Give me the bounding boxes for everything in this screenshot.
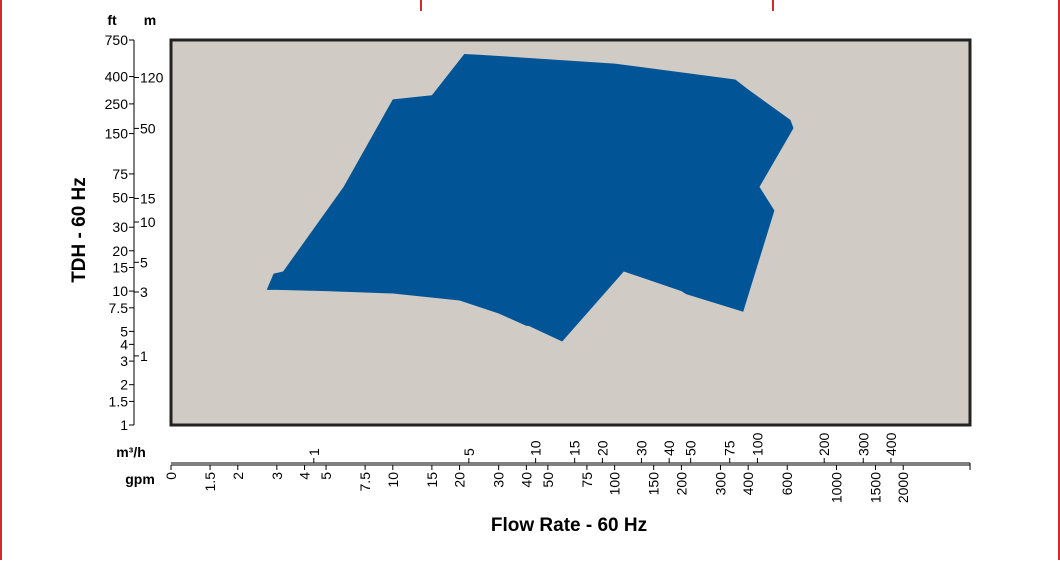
y-ft-tick-label: 15 [112, 260, 128, 276]
y-ft-tick-label: 10 [112, 283, 128, 299]
y-ft-tick-label: 7.5 [109, 300, 129, 316]
y-m-tick-label: 1 [140, 348, 148, 364]
x-gpm-tick-label: 400 [740, 472, 756, 496]
y-ft-tick-label: 2 [120, 377, 128, 393]
x-m3h-tick-label: 5 [461, 448, 477, 456]
y-ft-tick-label: 750 [105, 32, 129, 48]
y-ft-tick-label: 20 [112, 243, 128, 259]
y-m-tick-label: 15 [140, 190, 156, 206]
y-ft-tick-label: 30 [112, 219, 128, 235]
x-m3h-tick-label: 75 [722, 440, 738, 456]
x-m3h-tick-label: 1 [306, 448, 322, 456]
x-gpm-tick-label: 1500 [868, 472, 884, 503]
y-m-tick-label: 120 [140, 69, 164, 85]
x-gpm-tick-label: 200 [673, 472, 689, 496]
y-ft-tick-label: 3 [120, 353, 128, 369]
x-gpm-tick-label: 30 [491, 472, 507, 488]
y-m-tick-label: 10 [140, 214, 156, 230]
x-gpm-tick-label: 4 [297, 472, 313, 480]
y-unit-ft: ft [107, 12, 117, 28]
x-gpm-tick-label: 75 [579, 472, 595, 488]
x-gpm-tick-label: 7.5 [357, 472, 373, 492]
x-gpm-tick-label: 0 [163, 472, 179, 480]
x-gpm-tick-label: 40 [518, 472, 534, 488]
x-m3h-tick-label: 100 [749, 432, 765, 456]
y-ft-tick-label: 1 [120, 417, 128, 433]
y-ft-tick-label: 250 [105, 96, 129, 112]
x-gpm-tick-label: 1000 [828, 472, 844, 503]
x-gpm-tick-label: 100 [607, 472, 623, 496]
x-gpm-tick-label: 300 [712, 472, 728, 496]
y-ft-tick-label: 400 [105, 69, 129, 85]
x-m3h-tick-label: 40 [661, 440, 677, 456]
x-gpm-tick-label: 50 [540, 472, 556, 488]
y-ft-tick-label: 1.5 [109, 393, 129, 409]
x-gpm-tick-label: 600 [779, 472, 795, 496]
x-gpm-tick-label: 20 [452, 472, 468, 488]
x-m3h-tick-label: 300 [855, 432, 871, 456]
x-gpm-tick-label: 5 [318, 472, 334, 480]
x-m3h-tick-label: 50 [683, 440, 699, 456]
y-ft-tick-label: 75 [112, 166, 128, 182]
x-gpm-tick-label: 1.5 [202, 472, 218, 492]
x-m3h-tick-label: 15 [567, 440, 583, 456]
y-unit-m: m [144, 12, 156, 28]
y-ft-tick-label: 50 [112, 189, 128, 205]
x-gpm-tick-label: 3 [269, 472, 285, 480]
x-m3h-tick-label: 400 [883, 432, 899, 456]
x-gpm-tick-label: 2 [230, 472, 246, 480]
x-gpm-tick-label: 10 [385, 472, 401, 488]
y-ft-tick-label: 150 [105, 126, 129, 142]
y-m-tick-label: 5 [140, 254, 148, 270]
y-m-tick-label: 3 [140, 284, 148, 300]
x-unit-gpm: gpm [125, 471, 155, 487]
pump-coverage-area [266, 54, 794, 342]
y-axis-title: TDH - 60 Hz [69, 177, 90, 283]
y-ft-tick-label: 5 [120, 323, 128, 339]
y-ft-tick-label: 4 [120, 336, 128, 352]
x-gpm-tick-label: 15 [424, 472, 440, 488]
x-m3h-tick-label: 10 [528, 440, 544, 456]
x-gpm-tick-label: 2000 [895, 472, 911, 503]
x-m3h-tick-label: 30 [633, 440, 649, 456]
chart-marks: 7504002501507550302015107.554321.5112050… [105, 32, 912, 503]
x-unit-m3h: m³/h [116, 444, 146, 460]
x-m3h-tick-label: 200 [816, 432, 832, 456]
y-m-tick-label: 50 [140, 120, 156, 136]
x-axis-title: Flow Rate - 60 Hz [491, 515, 647, 536]
x-m3h-tick-label: 20 [594, 440, 610, 456]
x-gpm-tick-label: 150 [646, 472, 662, 496]
